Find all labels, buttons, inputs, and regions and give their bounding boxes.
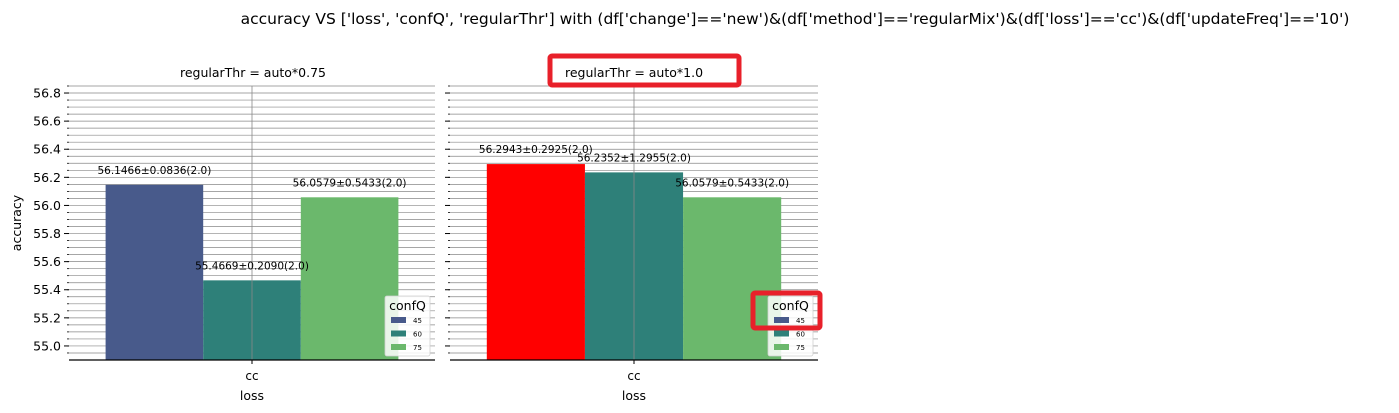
legend-swatch-45 [391,317,406,323]
legend-entry-label: 60 [796,331,805,339]
legend-swatch-60 [391,330,406,337]
legend-swatch-75 [774,344,789,350]
y-tick-label: 56.6 [33,114,61,129]
legend-entry-label: 75 [796,344,805,352]
x-axis-label: loss [622,388,646,403]
bar-confq-45 [105,184,204,360]
highlight-box-title [547,53,742,88]
bar-value-label: 56.2352±1.2955(2.0) [577,152,691,164]
y-tick-label: 56.0 [33,198,61,213]
x-tick-label: cc [627,369,640,383]
bar-value-label: 56.0579±0.5433(2.0) [675,177,789,189]
y-tick-label: 56.8 [33,86,61,101]
bar-value-label: 55.4669±0.2090(2.0) [195,260,309,272]
bar-confq-75 [683,197,782,360]
legend-title: confQ [772,298,809,313]
x-tick-label: cc [245,369,258,383]
bar-confq-75 [300,197,399,360]
legend-entry-label: 60 [413,331,422,339]
legend-entry-label: 45 [796,317,805,325]
legend-title: confQ [389,298,426,313]
subplot-title: regularThr = auto*0.75 [180,65,326,80]
legend-swatch-45 [774,317,789,323]
bar-value-label: 56.2943±0.2925(2.0) [479,144,593,156]
legend-swatch-60 [774,330,789,337]
subplot-panel-2: 56.2943±0.2925(2.0)56.2352±1.2955(2.0) 56… [445,53,823,403]
bar-confq-45 [486,164,585,360]
y-tick-label: 56.4 [33,142,61,157]
subplot-panel-1: 56.1466±0.0836(2.0) 55.4669±0.2090(2.0) 56… [9,65,435,403]
figure-title: accuracy VS ['loss', 'confQ', 'regularTh… [241,10,1350,28]
y-axis-label: accuracy [9,194,24,251]
subplot-title: regularThr = auto*1.0 [565,65,703,80]
y-tick-label: 56.2 [33,170,61,185]
highlight-box-legend [750,290,823,331]
bar-value-label: 56.0579±0.5433(2.0) [293,177,407,189]
legend-entry-label: 75 [413,344,422,352]
legend-swatch-75 [391,344,406,350]
x-axis-label: loss [240,388,264,403]
y-tick-label: 55.0 [33,338,61,353]
legend: confQ 45 60 75 [384,295,431,357]
y-tick-label: 55.2 [33,310,61,325]
y-tick-label: 55.6 [33,254,61,269]
y-tick-label: 55.4 [33,282,61,297]
bar-value-label: 56.1466±0.0836(2.0) [97,165,211,177]
legend-box [384,295,431,357]
y-tick-label: 55.8 [33,226,61,241]
legend-entry-label: 45 [413,317,422,325]
